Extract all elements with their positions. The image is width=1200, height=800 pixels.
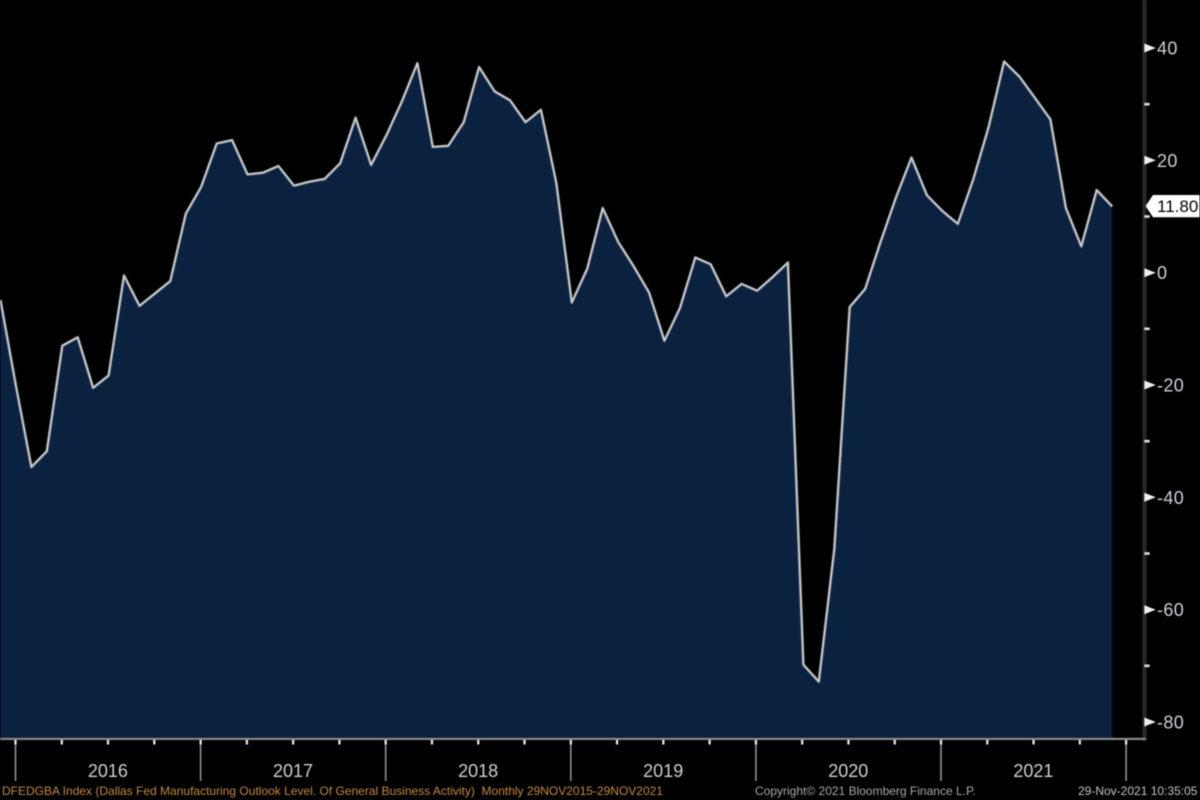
svg-text:2020: 2020: [828, 761, 868, 781]
svg-text:2021: 2021: [1013, 761, 1053, 781]
svg-text:2018: 2018: [458, 761, 498, 781]
svg-text:11.80: 11.80: [1157, 197, 1198, 216]
svg-text:40: 40: [1157, 39, 1178, 59]
svg-text:Copyright© 2021 Bloomberg Fina: Copyright© 2021 Bloomberg Finance L.P.: [755, 784, 976, 798]
svg-text:-20: -20: [1157, 376, 1184, 396]
svg-text:-80: -80: [1157, 713, 1184, 733]
svg-text:29-Nov-2021 10:35:05: 29-Nov-2021 10:35:05: [1078, 784, 1198, 798]
svg-text:20: 20: [1157, 151, 1178, 171]
svg-text:-40: -40: [1157, 488, 1184, 508]
svg-text:2019: 2019: [643, 761, 683, 781]
svg-text:-60: -60: [1157, 600, 1184, 620]
svg-text:2016: 2016: [88, 761, 128, 781]
svg-text:0: 0: [1157, 263, 1167, 283]
svg-text:2017: 2017: [273, 761, 313, 781]
svg-text:DFEDGBA Index (Dallas Fed Manu: DFEDGBA Index (Dallas Fed Manufacturing …: [2, 784, 663, 798]
